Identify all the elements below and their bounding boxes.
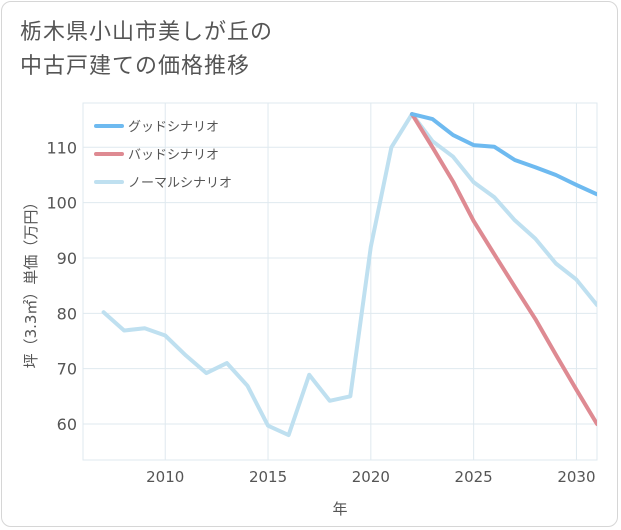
x-axis-title: 年 <box>332 500 347 518</box>
x-tick-label: 2020 <box>352 468 390 486</box>
x-tick-label: 2010 <box>146 468 184 486</box>
y-tick-label: 80 <box>57 304 77 323</box>
y-axis-title: 坪（3.3㎡）単価（万円） <box>22 195 40 369</box>
series-group <box>101 112 597 438</box>
series-line-bad <box>410 112 597 426</box>
page-title: 栃木県小山市美しが丘の 中古戸建ての価格推移 <box>20 16 273 84</box>
legend-label-good: グッドシナリオ <box>128 120 219 135</box>
x-tick-label: 2025 <box>455 468 493 486</box>
title-line-1: 栃木県小山市美しが丘の <box>20 20 274 45</box>
y-tick-label: 90 <box>57 249 77 268</box>
y-tick-label: 100 <box>46 194 77 213</box>
title-line-2: 中古戸建ての価格推移 <box>20 54 251 79</box>
plot-area <box>82 102 598 461</box>
y-tick-label: 60 <box>57 415 77 434</box>
x-tick-label: 2030 <box>557 468 595 486</box>
y-tick-label: 70 <box>57 360 77 379</box>
legend-label-normal: ノーマルシナリオ <box>128 176 232 191</box>
series-line-good <box>410 112 597 197</box>
legend-label-bad: バッドシナリオ <box>128 148 219 163</box>
x-tick-label: 2015 <box>249 468 287 486</box>
series-line-normal <box>101 112 597 438</box>
y-tick-label: 110 <box>46 138 77 157</box>
